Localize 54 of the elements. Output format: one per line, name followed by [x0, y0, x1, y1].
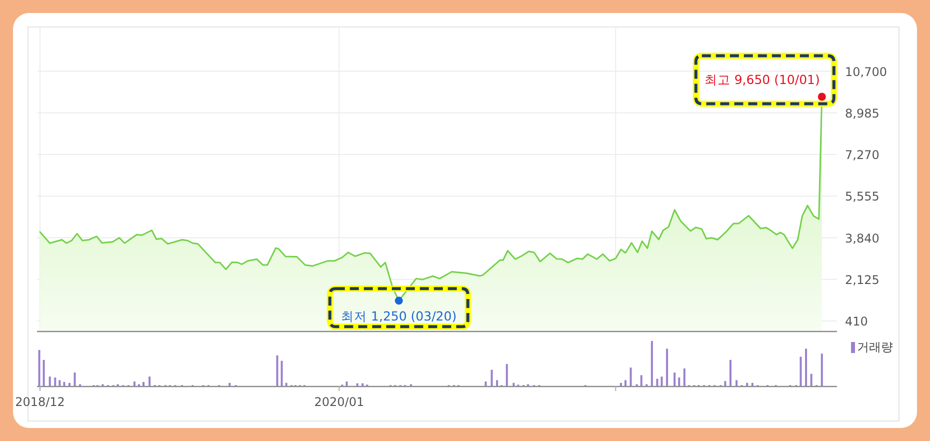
bar: [506, 364, 508, 386]
bar: [512, 382, 515, 386]
bar: [42, 360, 45, 386]
bar: [228, 382, 231, 386]
annotation: 최고 9,650 (10/01): [704, 72, 820, 87]
bar: [800, 356, 802, 386]
bar: [148, 376, 151, 386]
bar: [484, 382, 487, 386]
y-tick-label: 3,840: [845, 231, 880, 246]
bar: [674, 372, 676, 386]
bar: [285, 382, 288, 386]
bar: [624, 380, 626, 386]
bar: [640, 375, 642, 386]
x-tick-label: 2020/01: [314, 395, 364, 409]
bar: [58, 380, 61, 386]
legend-label: 거래량: [857, 340, 893, 354]
bar: [724, 381, 726, 386]
bar: [54, 377, 56, 386]
bar: [729, 360, 732, 386]
bar: [678, 377, 680, 386]
bar: [133, 382, 136, 386]
bar: [276, 355, 278, 386]
bar: [650, 341, 653, 386]
bar: [346, 382, 348, 386]
bar: [362, 383, 364, 386]
y-tick-label: 5,555: [845, 190, 880, 204]
bar: [820, 354, 823, 386]
y-tick-label: 7,270: [845, 148, 880, 162]
bar: [142, 382, 145, 386]
bar: [810, 374, 812, 386]
y-tick-label: 2,125: [845, 272, 880, 287]
bar: [280, 360, 283, 386]
bar: [490, 370, 493, 386]
bar: [630, 368, 632, 386]
bar: [746, 382, 748, 386]
bar: [683, 368, 686, 386]
bar: [656, 378, 658, 386]
bar: [805, 348, 808, 386]
bar: [74, 372, 76, 386]
bar: [356, 383, 358, 386]
bar: [660, 376, 663, 386]
bar: [38, 350, 40, 386]
bar: [751, 382, 754, 386]
bar: [496, 380, 498, 386]
y-tick-label: 10,700: [845, 64, 887, 79]
bar: [48, 376, 51, 386]
bar: [68, 382, 70, 386]
bar: [666, 348, 668, 386]
bar: [620, 382, 622, 386]
x-tick-label: 2018/12: [15, 395, 65, 409]
annotation: 최저 1,250 (03/20): [341, 308, 457, 324]
bar: [736, 380, 738, 386]
y-tick-label: 8,985: [845, 106, 880, 120]
y-tick-label: 410: [845, 314, 868, 329]
